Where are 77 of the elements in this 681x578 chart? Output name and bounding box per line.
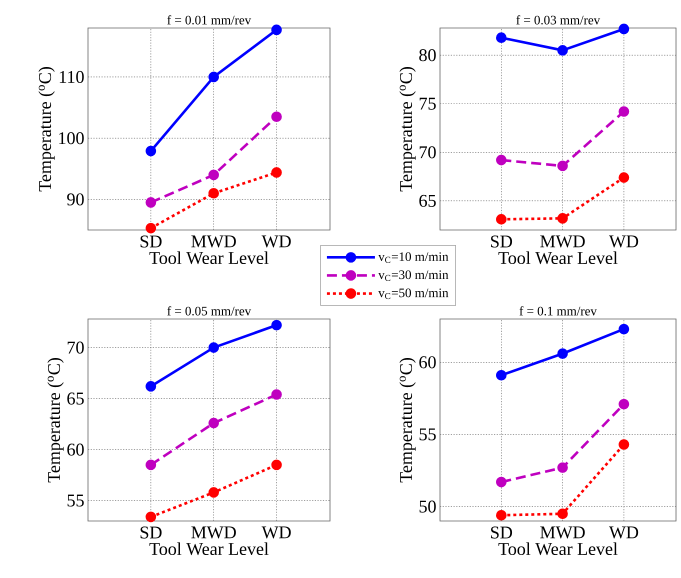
point — [208, 72, 220, 82]
point — [146, 381, 156, 392]
x-tick-label: MWD — [540, 236, 585, 248]
x-axis-title: Tool Wear Level — [149, 542, 269, 556]
point — [557, 508, 568, 520]
point — [146, 146, 156, 156]
x-tick-label: SD — [140, 526, 162, 539]
y-tick-label: 80 — [419, 49, 436, 62]
x-tick-label: MWD — [540, 526, 585, 539]
x-axis-title: Tool Wear Level — [498, 542, 618, 556]
point — [146, 197, 156, 208]
x-tick-label: WD — [608, 236, 638, 248]
y-tick-label: 110 — [60, 70, 84, 84]
point — [618, 106, 630, 117]
y-tick-label: 100 — [59, 132, 84, 144]
x-tick-label: WD — [262, 236, 291, 248]
point — [618, 172, 630, 183]
x-tick-label: MWD — [191, 236, 236, 248]
point — [557, 160, 568, 172]
point — [557, 45, 568, 56]
point — [557, 462, 568, 473]
point — [271, 460, 282, 470]
y-tick-label: 65 — [67, 392, 84, 405]
y-tick-label: 50 — [420, 500, 436, 513]
x-axis-title: Tool Wear Level — [149, 251, 269, 264]
y-axis-title: Temperature ($^{o}$C) — [399, 358, 416, 482]
legend-label: v$_{C}$=50 m/min — [378, 288, 448, 300]
y-tick-label: 65 — [419, 194, 436, 207]
y-tick-label: 90 — [67, 193, 84, 206]
chart-title: f = 0.03 mm/rev — [516, 15, 600, 24]
point — [146, 222, 156, 234]
point — [618, 439, 630, 450]
point — [271, 320, 282, 330]
x-tick-label: SD — [140, 236, 162, 248]
point — [496, 154, 507, 166]
x-tick-label: SD — [491, 236, 512, 248]
point — [208, 188, 220, 199]
y-axis-title: Temperature ($^{o}$C) — [399, 67, 416, 192]
chart-title: f = 0.01 mm/rev — [167, 15, 252, 25]
point — [146, 512, 156, 522]
point — [271, 167, 282, 178]
y-tick-label: 70 — [68, 342, 84, 354]
point — [146, 460, 156, 470]
x-tick-label: WD — [608, 526, 638, 539]
x-tick-label: MWD — [191, 526, 236, 539]
point — [271, 111, 282, 122]
x-tick-label: SD — [491, 526, 512, 539]
y-axis-title: Temperature ($^{o}$C) — [38, 67, 55, 192]
point — [618, 24, 630, 34]
y-tick-label: 60 — [67, 444, 84, 456]
chart-title: f = 0.05 mm/rev — [167, 306, 252, 316]
point — [271, 389, 282, 400]
point — [496, 476, 507, 488]
point — [557, 348, 568, 359]
point — [618, 398, 630, 410]
point — [496, 510, 507, 521]
point — [557, 213, 568, 224]
y-tick-label: 60 — [419, 356, 436, 368]
y-tick-label: 70 — [420, 146, 436, 158]
point — [618, 324, 630, 334]
legend-label: v$_{C}$=10 m/min — [378, 252, 448, 263]
point — [271, 24, 282, 36]
y-tick-label: 55 — [68, 494, 84, 507]
legend-label: v$_{C}$=30 m/min — [378, 270, 448, 281]
x-tick-label: WD — [262, 526, 291, 539]
point — [496, 214, 507, 225]
point — [208, 418, 220, 428]
y-tick-label: 55 — [420, 428, 436, 440]
y-tick-label: 75 — [420, 98, 436, 110]
point — [496, 370, 507, 381]
point — [208, 487, 220, 498]
x-axis-title: Tool Wear Level — [498, 251, 618, 264]
point — [208, 342, 220, 353]
y-axis-title: Temperature ($^{o}$C) — [47, 358, 64, 482]
point — [208, 170, 220, 180]
chart-title: f = 0.1 mm/rev — [520, 306, 597, 316]
point — [496, 32, 507, 43]
